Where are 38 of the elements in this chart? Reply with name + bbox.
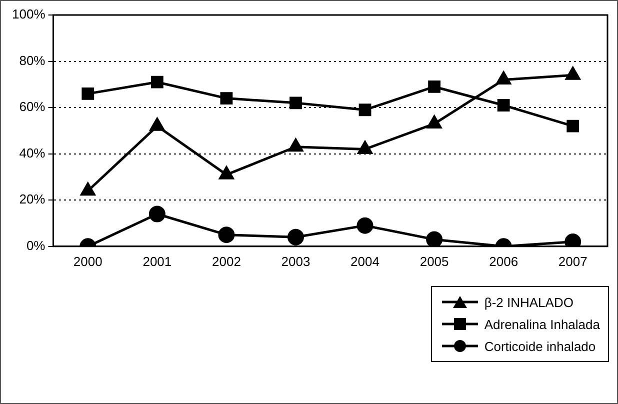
x-tick-label: 2000 bbox=[73, 254, 102, 269]
x-tick-label: 2002 bbox=[212, 254, 241, 269]
x-tick-label: 2007 bbox=[558, 254, 588, 269]
x-tick-label: 2004 bbox=[350, 254, 380, 269]
y-tick-label: 40% bbox=[19, 145, 46, 160]
point bbox=[496, 72, 511, 85]
y-tick-label: 60% bbox=[19, 99, 46, 114]
point bbox=[426, 116, 442, 129]
point bbox=[150, 76, 164, 88]
point bbox=[80, 182, 96, 196]
y-tick-label: 20% bbox=[19, 192, 46, 207]
y-tick-label: 100% bbox=[12, 6, 46, 22]
point bbox=[290, 96, 302, 110]
point bbox=[220, 92, 233, 105]
x-tick-label: 2001 bbox=[142, 254, 172, 269]
point bbox=[356, 217, 374, 234]
x-tick-label: 2005 bbox=[420, 254, 449, 269]
point bbox=[288, 138, 304, 152]
point bbox=[287, 228, 304, 246]
legend-label: Adrenalina Inhalada bbox=[484, 316, 600, 332]
point bbox=[150, 118, 164, 131]
point bbox=[82, 87, 94, 100]
point bbox=[219, 166, 234, 180]
point bbox=[428, 80, 440, 93]
point bbox=[218, 226, 235, 244]
legend-label: β-2 INHALADO bbox=[484, 294, 574, 310]
point bbox=[566, 120, 580, 132]
legend-label: Corticoide inhalado bbox=[484, 338, 596, 354]
x-tick-label: 2006 bbox=[489, 254, 518, 269]
y-tick-label: 80% bbox=[19, 52, 46, 68]
point bbox=[358, 104, 372, 116]
point bbox=[148, 206, 166, 222]
x-tick-label: 2003 bbox=[281, 254, 310, 269]
y-tick-label: 0% bbox=[26, 238, 46, 253]
point bbox=[358, 140, 372, 154]
point bbox=[426, 231, 443, 246]
point bbox=[566, 66, 580, 80]
point bbox=[497, 99, 510, 112]
